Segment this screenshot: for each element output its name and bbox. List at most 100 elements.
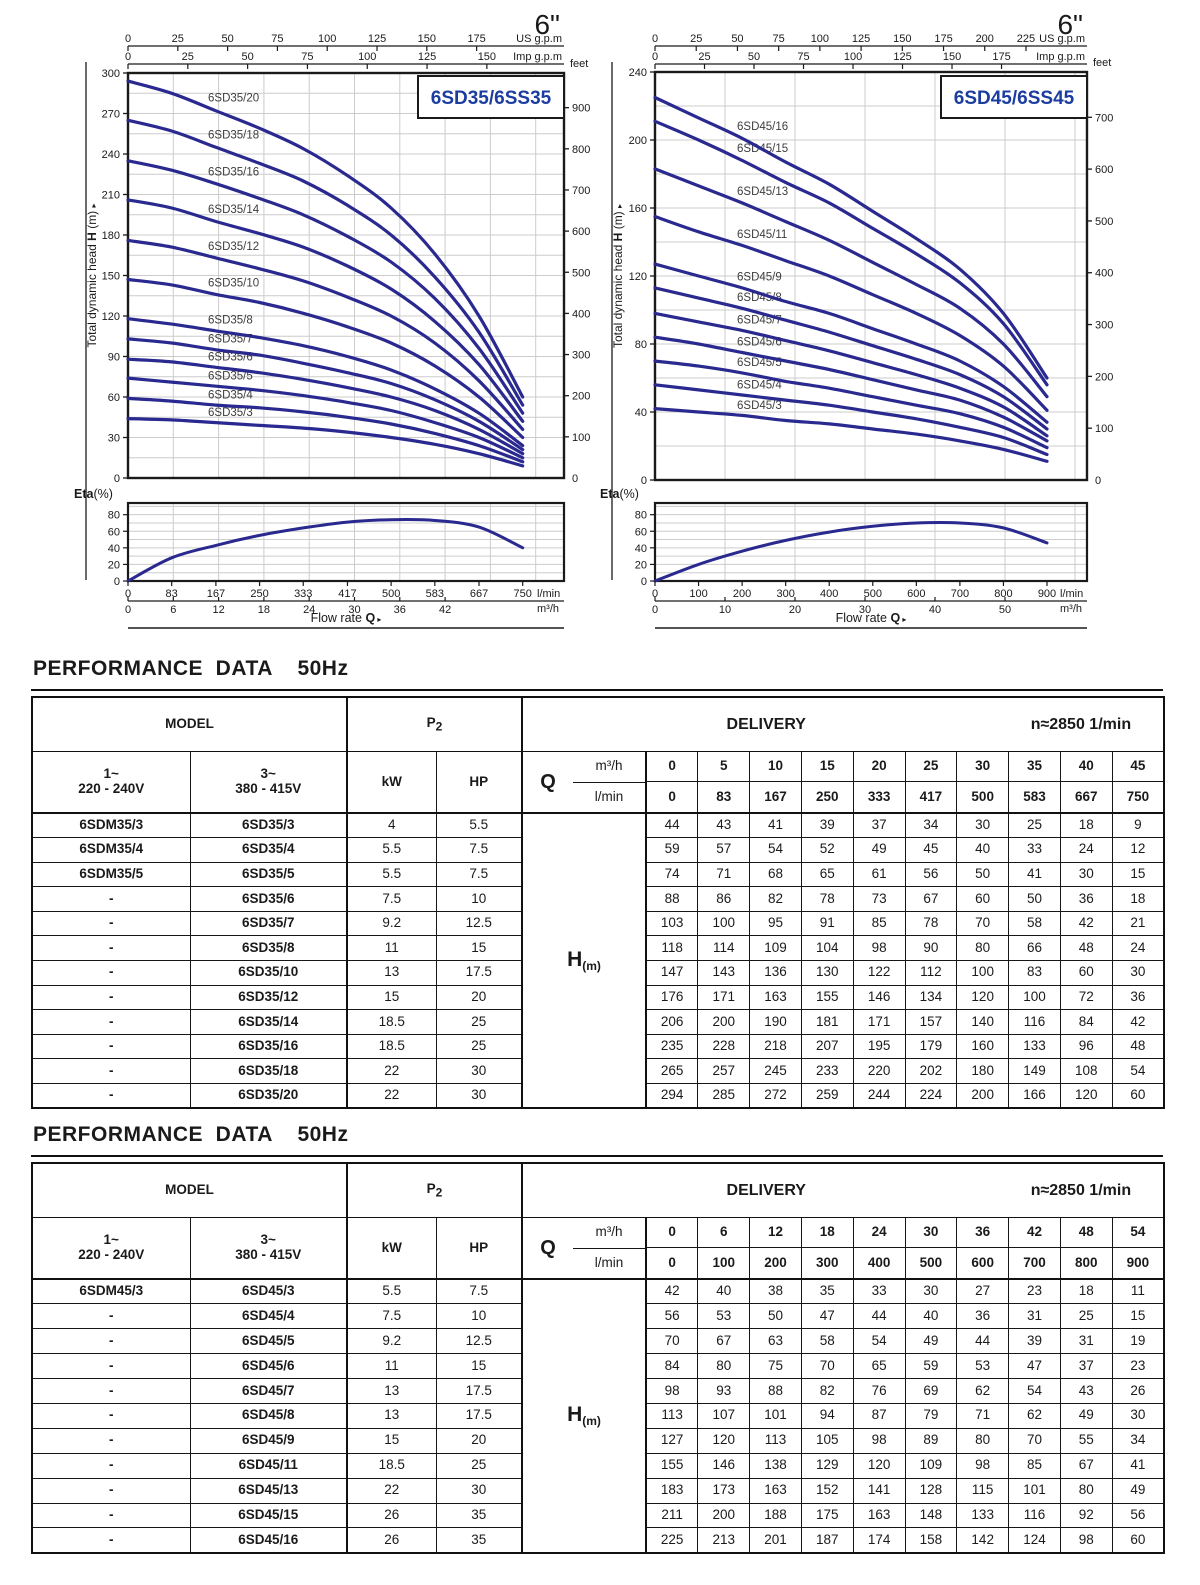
delivery-m3h-value: 54 — [1111, 1217, 1165, 1248]
head-value-cell: 272 — [749, 1083, 802, 1109]
us-tick-label: 125 — [852, 33, 870, 45]
feet-tick-label: 0 — [1095, 475, 1101, 487]
head-value-cell: 48 — [1059, 935, 1113, 962]
head-value-cell: 224 — [904, 1083, 958, 1109]
head-value-cell: 148 — [904, 1502, 958, 1529]
head-value-cell: 113 — [645, 1402, 699, 1429]
lmin-tick-label: 667 — [470, 588, 488, 600]
delivery-lmin-value: 600 — [956, 1247, 1010, 1280]
eta-tick-label: 40 — [635, 543, 647, 555]
delivery-m3h-value: 6 — [697, 1217, 751, 1248]
imp-tick-label: 25 — [182, 51, 194, 63]
head-value-cell: 41 — [1111, 1452, 1165, 1479]
m3h-tick-label: 40 — [929, 604, 941, 616]
lmin-tick-label: 300 — [776, 588, 794, 600]
delivery-lmin-value: 333 — [852, 781, 906, 814]
head-value-cell: 23 — [1008, 1278, 1061, 1305]
head-value-cell: 39 — [1008, 1328, 1061, 1355]
table-row: -6SD45/4 7.5 10 56 53 50 47 44 40 36 31 25 15 — [31, 1303, 1165, 1330]
head-unit-cell: H(m) — [521, 812, 648, 1109]
head-value-cell: 180 — [956, 1058, 1010, 1085]
head-value-cell: 30 — [904, 1278, 958, 1305]
pump-curve-6SD45/9 — [653, 262, 1049, 424]
head-value-cell: 211 — [645, 1502, 699, 1529]
model-3ph-cell: 6SD35/18 — [189, 1058, 348, 1085]
head-value-cell: 149 — [1008, 1058, 1061, 1085]
head-value-cell: 82 — [749, 886, 802, 912]
head-value-cell: 34 — [904, 812, 958, 839]
delivery-header: DELIVERY n≈2850 1/min — [521, 1162, 1165, 1218]
delivery-lmin-value: 500 — [904, 1247, 958, 1280]
model-3ph-cell: 6SD45/6 — [189, 1353, 348, 1380]
head-value-cell: 200 — [956, 1083, 1010, 1109]
head-value-cell: 147 — [645, 960, 699, 986]
imp-tick-label: 0 — [652, 51, 658, 63]
delivery-lmin-value: 700 — [1008, 1247, 1061, 1280]
imp-axis-label: Imp g.p.m — [513, 51, 562, 63]
head-value-cell: 114 — [697, 935, 751, 962]
model-3ph-cell: 6SD45/15 — [189, 1502, 348, 1529]
feet-tick-label: 700 — [1095, 112, 1113, 124]
curve-label-6SD45/16: 6SD45/16 — [737, 121, 788, 133]
y-tick-label: 300 — [102, 68, 120, 80]
head-value-cell: 50 — [956, 861, 1010, 888]
head-value-cell: 108 — [1059, 1058, 1113, 1085]
delivery-lmin-value: 800 — [1059, 1247, 1113, 1280]
model-1ph-cell: 6SDM35/4 — [31, 837, 191, 863]
head-value-cell: 89 — [904, 1427, 958, 1454]
hp-cell: 5.5 — [435, 812, 524, 839]
kw-cell: 13 — [346, 1402, 437, 1429]
head-value-cell: 113 — [749, 1427, 802, 1454]
lmin-unit: l/min — [594, 788, 624, 804]
us-tick-label: 175 — [934, 33, 952, 45]
pump-size-label: 6" — [1057, 9, 1083, 40]
head-value-cell: 30 — [1059, 861, 1113, 888]
head-value-cell: 60 — [956, 886, 1010, 912]
imp-axis-label: Imp g.p.m — [1036, 51, 1085, 63]
head-value-cell: 85 — [852, 910, 906, 937]
delivery-lmin-value: 100 — [697, 1247, 751, 1280]
q-label: Q — [540, 1237, 556, 1259]
head-value-cell: 43 — [697, 812, 751, 839]
head-value-cell: 257 — [697, 1058, 751, 1085]
head-value-cell: 41 — [1008, 861, 1061, 888]
head-value-cell: 56 — [904, 861, 958, 888]
head-value-cell: 120 — [1059, 1083, 1113, 1109]
table-row: -6SD35/14 18.5 25 206 200 190 181 171 157 140 116 8… — [31, 1009, 1165, 1035]
head-value-cell: 36 — [956, 1303, 1010, 1330]
kw-cell: 5.5 — [346, 837, 437, 863]
head-value-cell: 82 — [800, 1378, 854, 1404]
us-tick-label: 150 — [418, 33, 436, 45]
head-value-cell: 109 — [749, 935, 802, 962]
lmin-tick-label: 100 — [689, 588, 707, 600]
m3h-tick-label: 30 — [859, 604, 871, 616]
model-3ph-cell: 6SD35/12 — [189, 984, 348, 1011]
y-tick-label: 120 — [102, 311, 120, 323]
m3h-tick-label: 20 — [789, 604, 801, 616]
lmin-tick-label: 167 — [207, 588, 225, 600]
lmin-tick-label: 333 — [294, 588, 312, 600]
kw-cell: 22 — [346, 1477, 437, 1504]
kw-cell: 9.2 — [346, 910, 437, 937]
head-value-cell: 195 — [852, 1033, 906, 1060]
feet-tick-label: 400 — [572, 308, 590, 320]
hp-cell: 25 — [435, 1009, 524, 1035]
eta-tick-label: 60 — [108, 526, 120, 538]
head-value-cell: 34 — [1111, 1427, 1165, 1454]
head-value-cell: 30 — [956, 812, 1010, 839]
head-value-cell: 9 — [1111, 812, 1165, 839]
head-value-cell: 136 — [749, 960, 802, 986]
m3h-tick-label: 18 — [258, 604, 270, 616]
head-value-cell: 98 — [852, 935, 906, 962]
kw-cell: 26 — [346, 1502, 437, 1529]
y-tick-label: 0 — [641, 475, 647, 487]
head-value-cell: 62 — [1008, 1402, 1061, 1429]
head-value-cell: 47 — [1008, 1353, 1061, 1380]
head-value-cell: 160 — [956, 1033, 1010, 1060]
p2-header: P2 — [346, 696, 524, 752]
head-value-cell: 11 — [1111, 1278, 1165, 1305]
model-3ph-cell: 6SD45/11 — [189, 1452, 348, 1479]
head-value-cell: 61 — [852, 861, 906, 888]
imp-tick-label: 50 — [241, 51, 253, 63]
kw-cell: 15 — [346, 1427, 437, 1454]
